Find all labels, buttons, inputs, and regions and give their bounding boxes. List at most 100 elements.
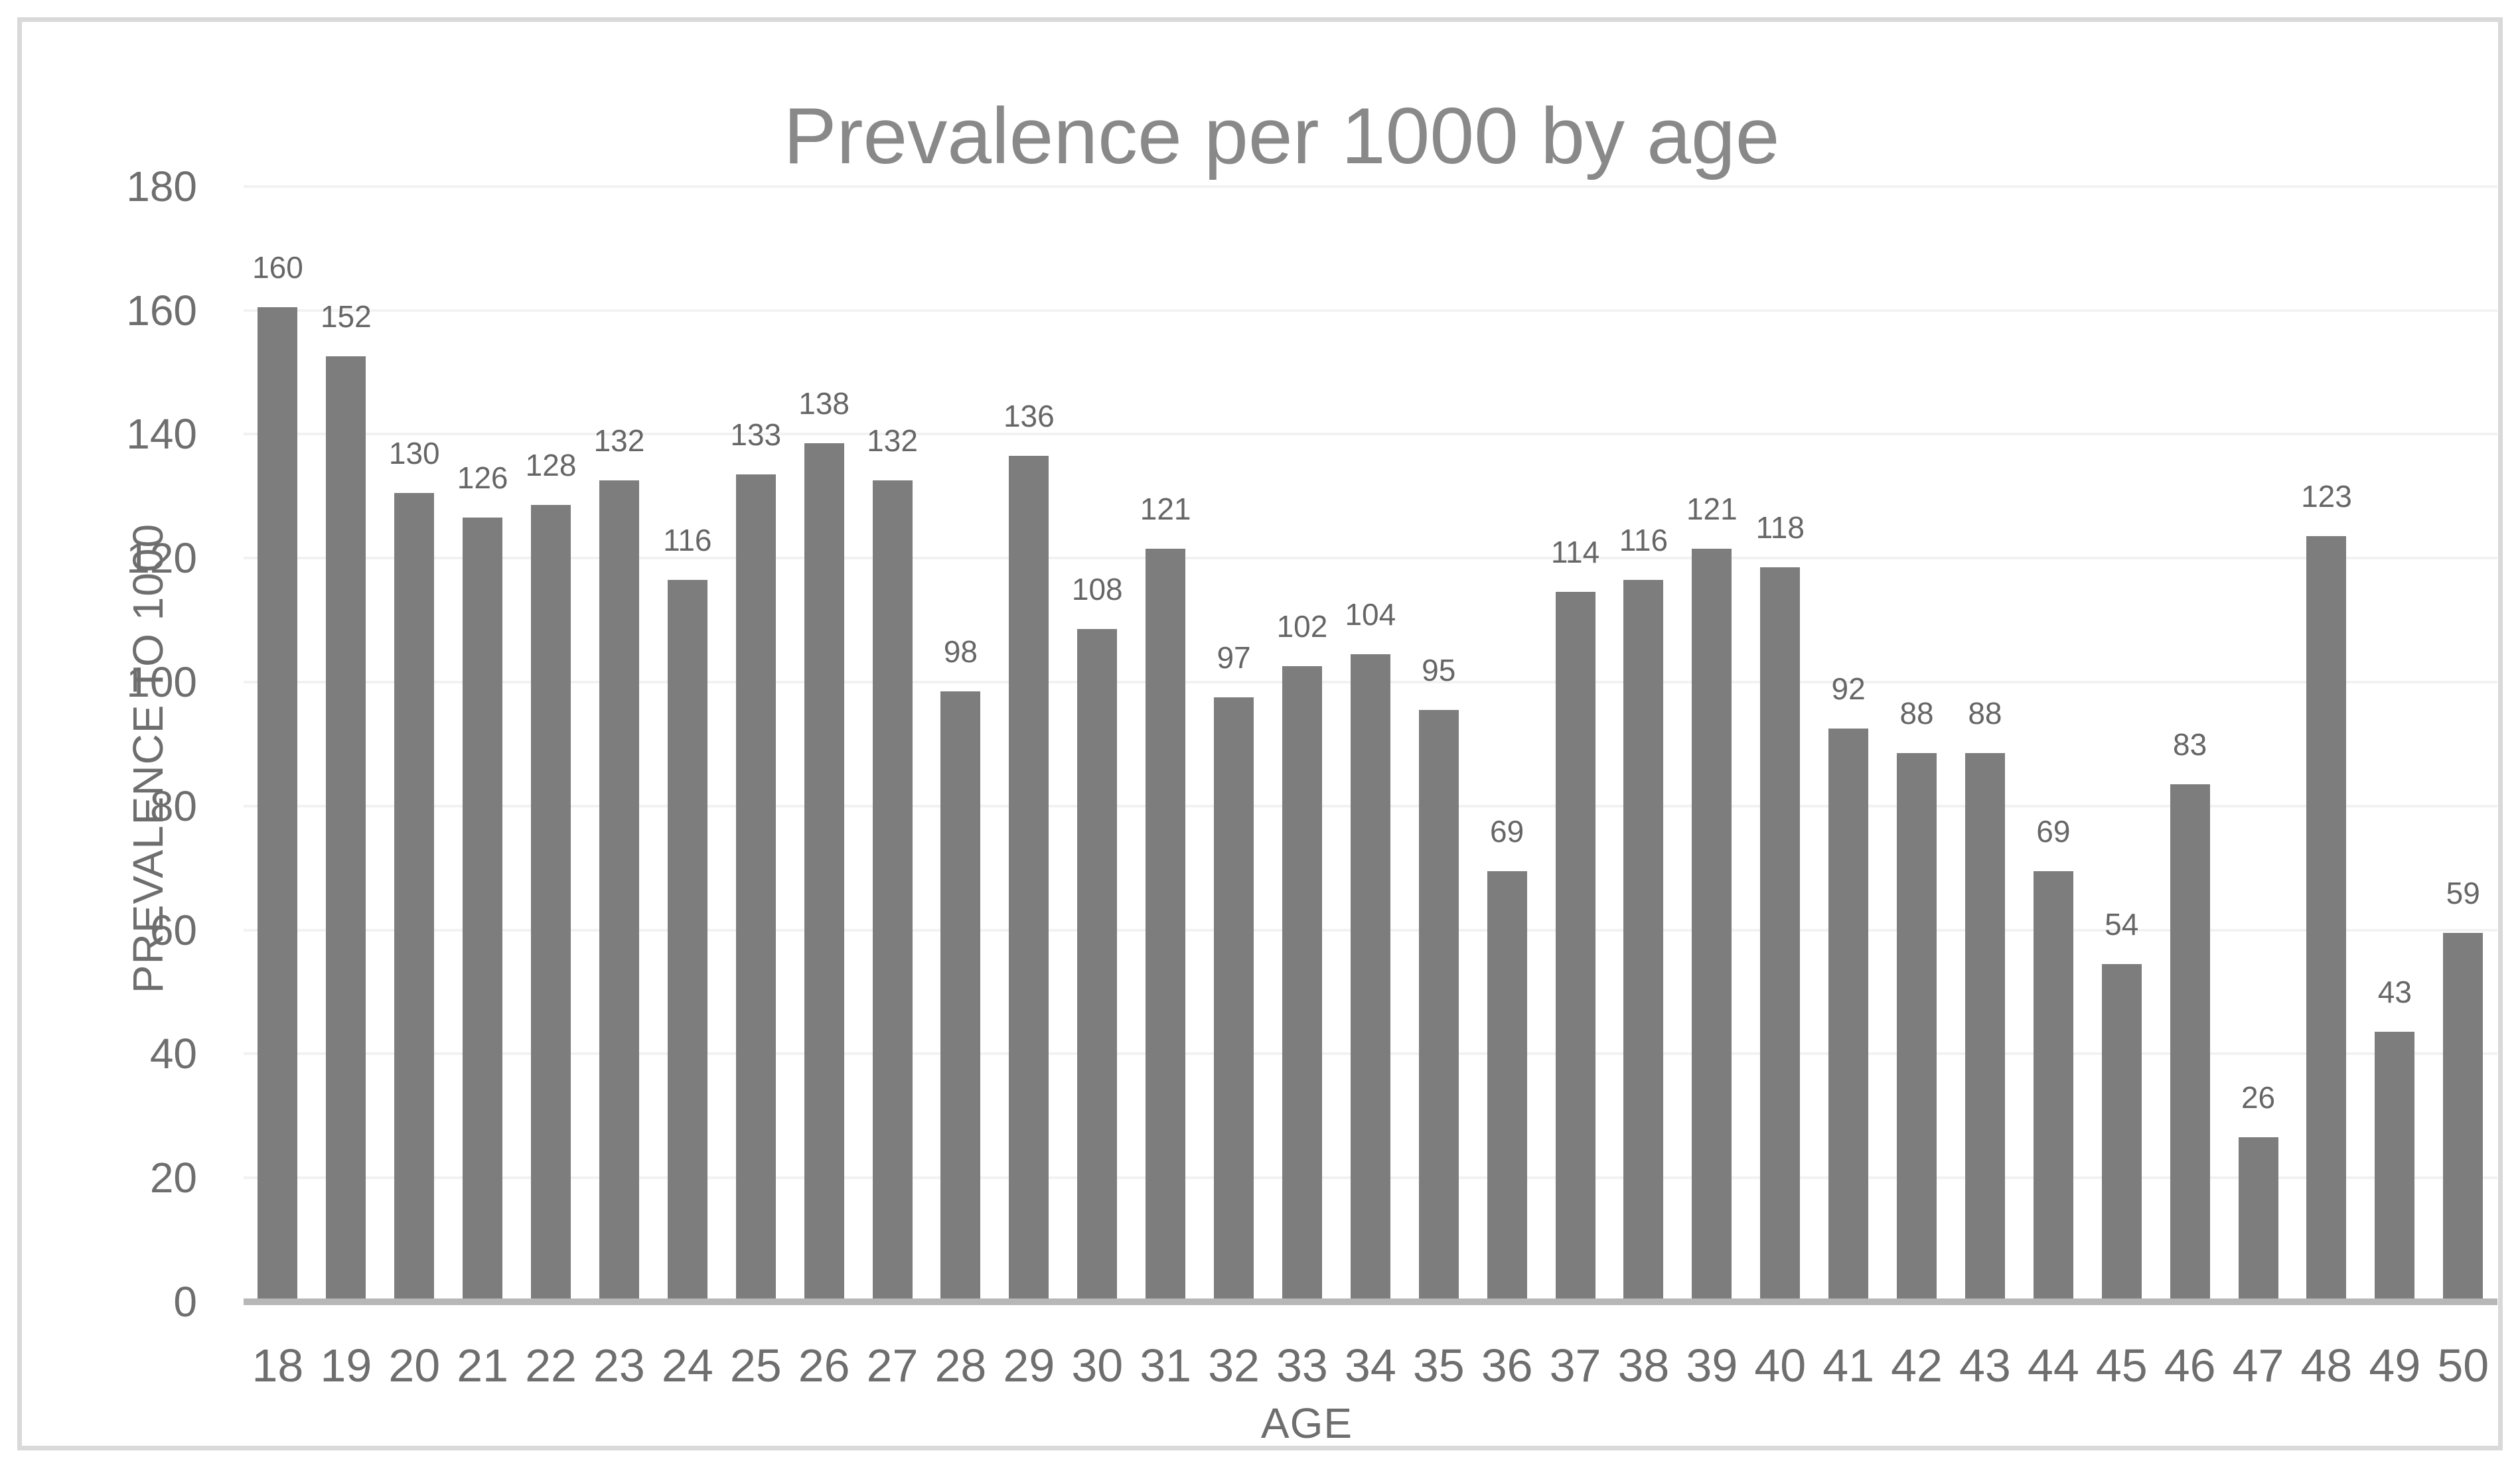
- x-axis-tick-label: 38: [1617, 1340, 1670, 1391]
- x-axis-tick-label: 24: [661, 1340, 713, 1391]
- bar: [1009, 455, 1049, 1298]
- bar: [599, 480, 639, 1298]
- bar-value-label: 97: [1217, 640, 1251, 675]
- bar: [2238, 1137, 2278, 1298]
- bar-value-label: 133: [730, 417, 782, 452]
- bar-value-label: 108: [1071, 572, 1123, 607]
- bar: [2170, 784, 2210, 1298]
- y-axis-tick-label: 40: [149, 1030, 197, 1078]
- x-axis-tick-label: 40: [1754, 1340, 1807, 1391]
- x-axis-tick-label: 22: [525, 1340, 577, 1391]
- bar: [2101, 963, 2142, 1298]
- bar: [667, 579, 707, 1298]
- x-axis-tick-label: 18: [252, 1340, 304, 1391]
- y-axis-tick-label: 20: [149, 1154, 197, 1202]
- gridline: [244, 309, 2497, 312]
- bar-value-label: 43: [2377, 975, 2412, 1010]
- bar: [463, 518, 503, 1298]
- bar: [1555, 592, 1595, 1298]
- chart-title: Prevalence per 1000 by age: [783, 92, 1780, 180]
- bar: [735, 474, 776, 1298]
- x-axis-tick-label: 23: [593, 1340, 645, 1391]
- x-axis-tick-label: 32: [1208, 1340, 1260, 1391]
- bar: [1487, 871, 1527, 1298]
- x-axis-tick-label: 19: [320, 1340, 372, 1391]
- bar-value-label: 118: [1755, 510, 1805, 545]
- bar-value-label: 98: [943, 634, 978, 669]
- bar-value-label: 88: [1899, 696, 1934, 731]
- bar: [1828, 728, 1869, 1298]
- y-axis-tick-label: 0: [173, 1278, 197, 1326]
- bar-value-label: 88: [1968, 696, 2002, 731]
- x-axis-title: AGE: [1260, 1399, 1353, 1447]
- x-axis-tick-label: 43: [1959, 1340, 2011, 1391]
- bar-value-label: 121: [1686, 491, 1738, 526]
- x-axis-tick-label: 36: [1481, 1340, 1533, 1391]
- bar-value-label: 130: [388, 435, 440, 470]
- x-axis-tick-label: 45: [2095, 1340, 2148, 1391]
- bar: [1623, 579, 1664, 1298]
- bar: [1692, 548, 1732, 1298]
- x-axis-tick-label: 29: [1003, 1340, 1055, 1391]
- y-axis-tick-label: 60: [149, 906, 197, 954]
- bar: [1214, 697, 1254, 1298]
- bar: [2443, 932, 2483, 1298]
- bar: [1077, 629, 1118, 1298]
- x-axis-line: [244, 1298, 2497, 1305]
- bar-value-label: 69: [1490, 813, 1524, 849]
- bar-value-label: 126: [457, 460, 508, 496]
- bar-value-label: 116: [1619, 522, 1668, 557]
- bar-value-label: 83: [2173, 727, 2207, 762]
- bar-value-label: 26: [2241, 1080, 2276, 1115]
- bar: [2375, 1032, 2415, 1298]
- bar-value-label: 95: [1422, 652, 1456, 687]
- bar: [1146, 548, 1186, 1298]
- x-axis-tick-label: 20: [388, 1340, 441, 1391]
- gridline: [244, 557, 2497, 560]
- y-axis-tick-label: 160: [126, 286, 197, 334]
- bar-value-label: 138: [798, 386, 850, 421]
- bar-value-label: 121: [1140, 491, 1191, 526]
- x-axis-tick-label: 47: [2232, 1340, 2284, 1391]
- bar-value-label: 132: [867, 423, 918, 458]
- y-axis-tick-label: 120: [126, 534, 197, 583]
- bar: [531, 505, 571, 1298]
- bar-value-label: 114: [1550, 535, 1600, 570]
- x-axis-tick-label: 42: [1891, 1340, 1943, 1391]
- x-axis-tick-label: 50: [2437, 1340, 2489, 1391]
- bar: [394, 492, 435, 1298]
- bar: [2306, 536, 2347, 1298]
- gridline: [244, 184, 2497, 188]
- y-axis-tick-label: 180: [126, 162, 197, 210]
- bar: [1760, 567, 1801, 1298]
- x-axis-tick-label: 26: [798, 1340, 850, 1391]
- bar-value-label: 54: [2105, 906, 2139, 942]
- x-axis-tick-label: 21: [457, 1340, 509, 1391]
- x-axis-tick-label: 34: [1344, 1340, 1396, 1391]
- bar-value-label: 160: [252, 249, 303, 285]
- y-axis-tick-label: 140: [126, 410, 197, 458]
- x-axis-tick-label: 33: [1276, 1340, 1328, 1391]
- x-axis-tick-label: 37: [1549, 1340, 1601, 1391]
- x-axis-tick-label: 46: [2164, 1340, 2216, 1391]
- bar: [258, 307, 298, 1298]
- bar: [1350, 654, 1390, 1298]
- x-axis-tick-label: 25: [729, 1340, 782, 1391]
- x-axis-tick-label: 44: [2027, 1340, 2079, 1391]
- bar: [1897, 753, 1937, 1298]
- bar: [326, 356, 366, 1298]
- bar-value-label: 59: [2446, 875, 2480, 910]
- x-axis-tick-label: 35: [1412, 1340, 1465, 1391]
- bar: [1282, 666, 1322, 1298]
- x-axis-tick-label: 27: [866, 1340, 919, 1391]
- bar-value-label: 128: [525, 448, 577, 483]
- bar-value-label: 123: [2301, 479, 2352, 514]
- gridline: [244, 433, 2497, 436]
- x-axis-tick-label: 28: [934, 1340, 987, 1391]
- bar-value-label: 92: [1831, 671, 1866, 706]
- x-axis-tick-label: 30: [1071, 1340, 1124, 1391]
- bar-value-label: 104: [1345, 596, 1396, 632]
- x-axis-tick-label: 39: [1686, 1340, 1738, 1391]
- x-axis-tick-label: 41: [1822, 1340, 1875, 1391]
- bar-value-label: 116: [663, 522, 712, 557]
